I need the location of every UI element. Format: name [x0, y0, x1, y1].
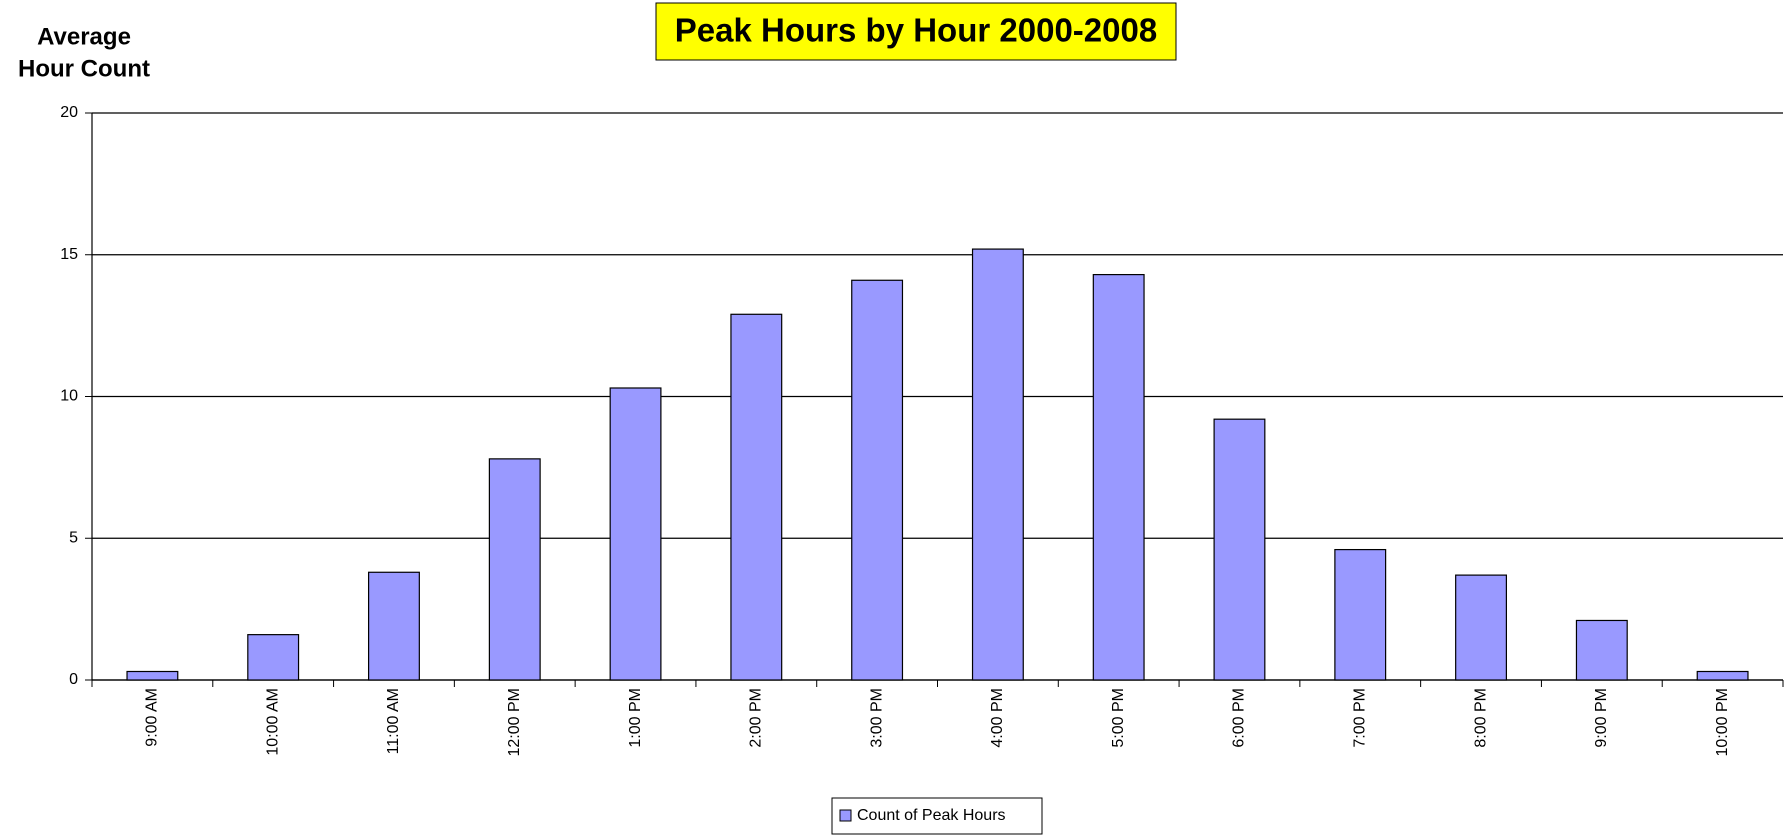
x-tick-label: 1:00 PM	[627, 688, 644, 748]
x-tick-label: 6:00 PM	[1231, 688, 1248, 748]
y-tick-label: 0	[69, 671, 78, 688]
x-tick-label: 9:00 AM	[144, 688, 161, 747]
y-tick-label: 15	[60, 246, 78, 263]
bar	[247, 634, 300, 681]
bar	[730, 313, 783, 681]
bar	[488, 458, 541, 681]
title-box	[655, 2, 1177, 61]
bar	[1575, 619, 1628, 681]
x-tick-label: 10:00 PM	[1714, 688, 1731, 756]
x-tick-label: 3:00 PM	[868, 688, 885, 748]
bar	[971, 248, 1024, 681]
x-tick-label: 8:00 PM	[1472, 688, 1489, 748]
legend-box	[831, 797, 1043, 835]
legend-label: Count of Peak Hours	[857, 807, 1006, 824]
x-tick-label: 12:00 PM	[506, 688, 523, 756]
y-tick-label: 5	[69, 529, 78, 546]
x-tick-label: 10:00 AM	[264, 688, 281, 756]
bar	[851, 279, 904, 681]
y-tick-label: 10	[60, 388, 78, 405]
bar	[1213, 418, 1266, 681]
legend-swatch	[839, 809, 852, 822]
bar	[1455, 574, 1508, 681]
y-axis-label: Hour Count	[18, 55, 150, 82]
x-tick-label: 4:00 PM	[989, 688, 1006, 748]
bar	[609, 387, 662, 681]
x-tick-label: 9:00 PM	[1593, 688, 1610, 748]
x-tick-label: 2:00 PM	[748, 688, 765, 748]
bar	[367, 571, 420, 681]
bar	[1092, 273, 1145, 681]
bar	[126, 670, 179, 681]
y-tick-label: 20	[60, 104, 78, 121]
x-tick-label: 7:00 PM	[1351, 688, 1368, 748]
x-tick-label: 11:00 AM	[385, 688, 402, 754]
x-tick-label: 5:00 PM	[1110, 688, 1127, 748]
bar	[1696, 670, 1749, 681]
chart-title: Peak Hours by Hour 2000-2008	[675, 12, 1157, 49]
y-axis-label: Average	[37, 23, 131, 50]
bar	[1334, 548, 1387, 681]
